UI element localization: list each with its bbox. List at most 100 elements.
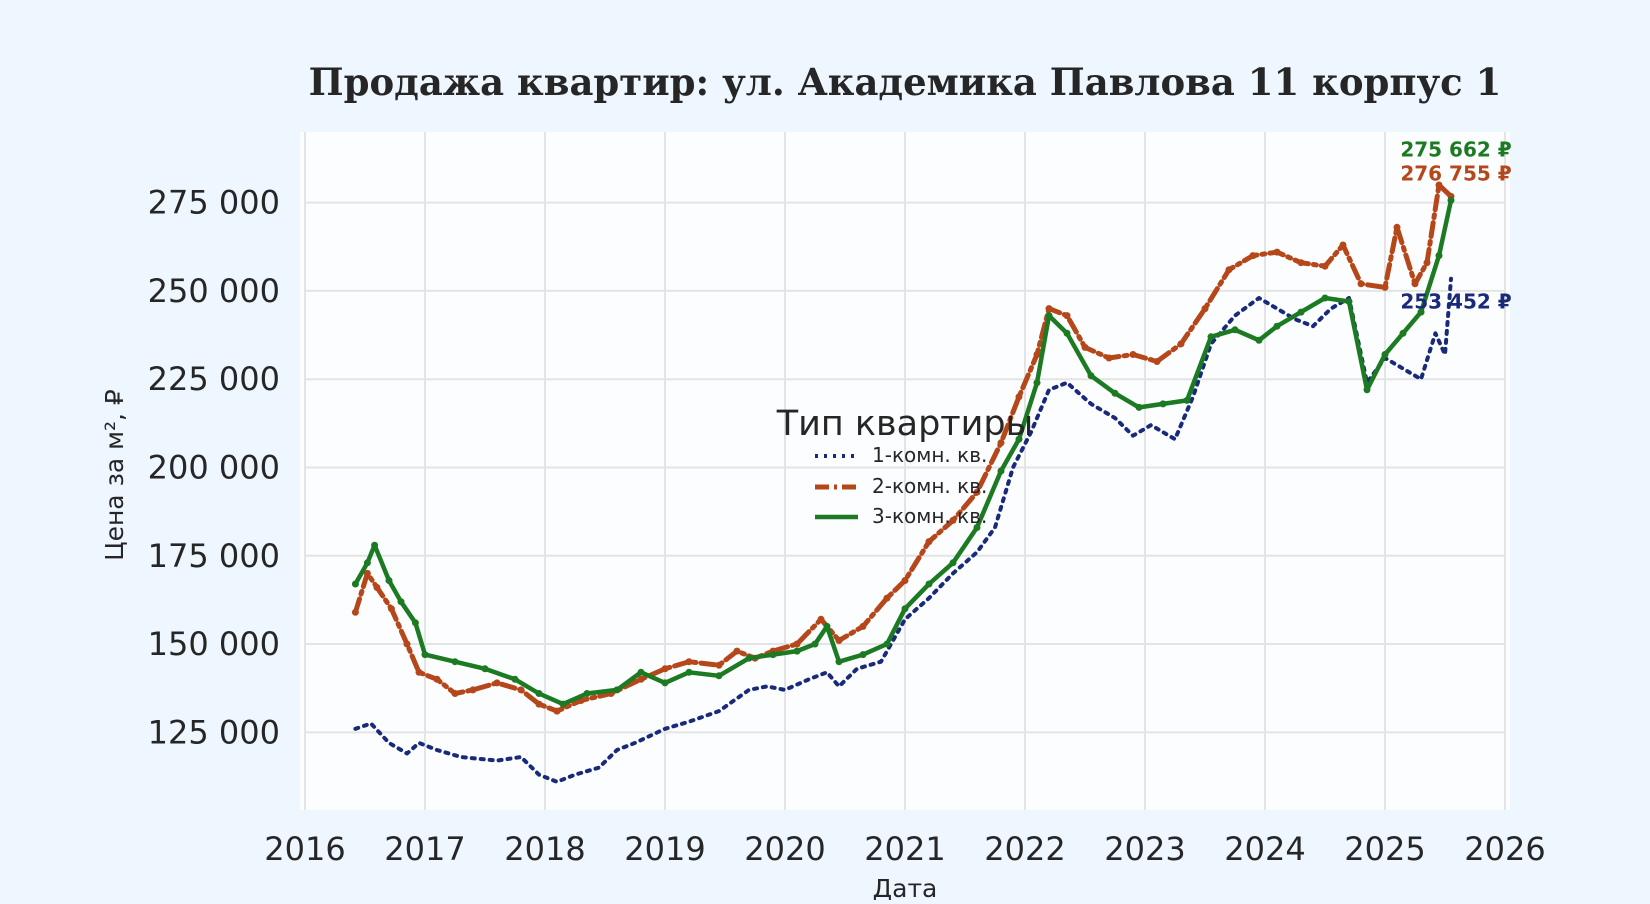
legend: Тип квартиры 1-комн. кв. 2-комн. кв. 3-ком… <box>776 404 1034 528</box>
data-point <box>1339 241 1347 249</box>
data-point <box>1297 308 1305 316</box>
data-point <box>559 700 567 708</box>
end-value-label: 253 452 ₽ <box>1400 290 1511 314</box>
data-point <box>1447 196 1455 204</box>
data-point <box>859 622 867 630</box>
data-point <box>1399 329 1407 337</box>
data-point <box>1033 379 1041 387</box>
data-point <box>1201 305 1209 313</box>
data-point <box>1411 280 1419 288</box>
data-point <box>745 654 753 662</box>
data-point <box>1129 351 1137 358</box>
data-point <box>661 679 669 687</box>
data-point <box>1225 266 1233 274</box>
data-point <box>1159 400 1167 408</box>
data-point <box>1249 252 1257 260</box>
x-tick-label: 2023 <box>1104 830 1185 868</box>
y-axis-ticks: 125 000 150 000 175 000 200 000 225 000 250 0… <box>148 184 280 752</box>
data-point <box>535 700 543 708</box>
data-point <box>1435 181 1443 189</box>
y-tick-label: 275 000 <box>148 184 280 222</box>
data-point <box>1033 351 1041 358</box>
data-point <box>1321 294 1329 302</box>
y-tick-label: 125 000 <box>148 713 280 751</box>
data-point <box>1087 372 1095 380</box>
data-point <box>517 686 525 694</box>
data-point <box>1297 259 1305 267</box>
data-point <box>1015 435 1023 443</box>
data-point <box>363 559 371 567</box>
legend-label: 3-комн. кв. <box>872 504 987 528</box>
x-tick-label: 2020 <box>744 830 825 868</box>
x-tick-label: 2025 <box>1344 830 1425 868</box>
data-point <box>715 672 723 680</box>
data-point <box>583 690 591 697</box>
data-point <box>1081 343 1089 351</box>
data-point <box>901 577 909 584</box>
data-point <box>385 577 393 584</box>
data-point <box>1105 354 1113 362</box>
x-axis-ticks: 2016 2017 2018 2019 2020 2021 2022 2023 2024 2025… <box>264 830 1545 868</box>
end-value-label: 275 662 ₽ <box>1400 137 1511 161</box>
chart-title: Продажа квартир: ул. Академика Павлова 1… <box>309 60 1502 104</box>
y-tick-label: 175 000 <box>148 537 280 575</box>
data-point <box>925 538 933 546</box>
data-point <box>371 541 379 549</box>
data-point <box>637 675 645 683</box>
data-point <box>1381 283 1389 291</box>
x-axis-label: Дата <box>873 874 938 900</box>
data-point <box>1273 248 1281 256</box>
data-point <box>1255 336 1263 344</box>
data-point <box>1435 252 1443 260</box>
data-point <box>1177 340 1185 348</box>
data-point <box>973 524 981 531</box>
data-point <box>363 569 371 577</box>
data-point <box>925 580 933 588</box>
data-point <box>1393 223 1401 231</box>
data-point <box>397 598 405 606</box>
data-point <box>481 665 489 673</box>
data-point <box>535 690 543 697</box>
data-point <box>769 651 777 659</box>
data-point <box>1063 329 1071 337</box>
legend-label: 2-комн. кв. <box>872 474 987 498</box>
data-point <box>811 640 819 648</box>
data-point <box>949 559 957 567</box>
data-point <box>973 488 981 496</box>
y-tick-label: 150 000 <box>148 625 280 663</box>
legend-label: 1-комн. кв. <box>872 443 987 467</box>
data-point <box>817 615 825 623</box>
data-point <box>949 516 957 524</box>
data-point <box>433 675 441 683</box>
data-point <box>1345 298 1353 305</box>
data-point <box>661 665 669 673</box>
data-point <box>1045 312 1053 320</box>
data-point <box>373 584 381 591</box>
data-point <box>553 707 561 715</box>
data-point <box>493 679 501 687</box>
data-point <box>835 658 843 666</box>
y-axis-label: Цена за м², ₽ <box>100 389 129 561</box>
x-tick-label: 2019 <box>624 830 705 868</box>
x-tick-label: 2016 <box>264 830 345 868</box>
grid <box>304 132 1506 810</box>
data-point <box>421 651 429 659</box>
data-point <box>613 686 621 694</box>
x-tick-label: 2022 <box>984 830 1065 868</box>
data-point <box>685 658 693 666</box>
data-point <box>859 651 867 659</box>
data-point <box>1273 322 1281 330</box>
legend-title: Тип квартиры <box>776 404 1034 444</box>
data-point <box>733 647 741 655</box>
data-point <box>1417 308 1425 316</box>
y-tick-label: 250 000 <box>148 272 280 310</box>
data-point <box>685 668 693 676</box>
x-tick-label: 2026 <box>1464 830 1545 868</box>
data-point <box>403 640 411 648</box>
data-point <box>793 640 801 648</box>
data-point <box>469 686 477 694</box>
data-point <box>1321 262 1329 270</box>
data-point <box>1111 389 1119 397</box>
